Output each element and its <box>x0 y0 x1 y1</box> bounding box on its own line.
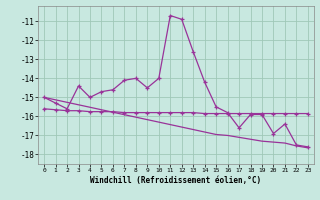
X-axis label: Windchill (Refroidissement éolien,°C): Windchill (Refroidissement éolien,°C) <box>91 176 261 185</box>
